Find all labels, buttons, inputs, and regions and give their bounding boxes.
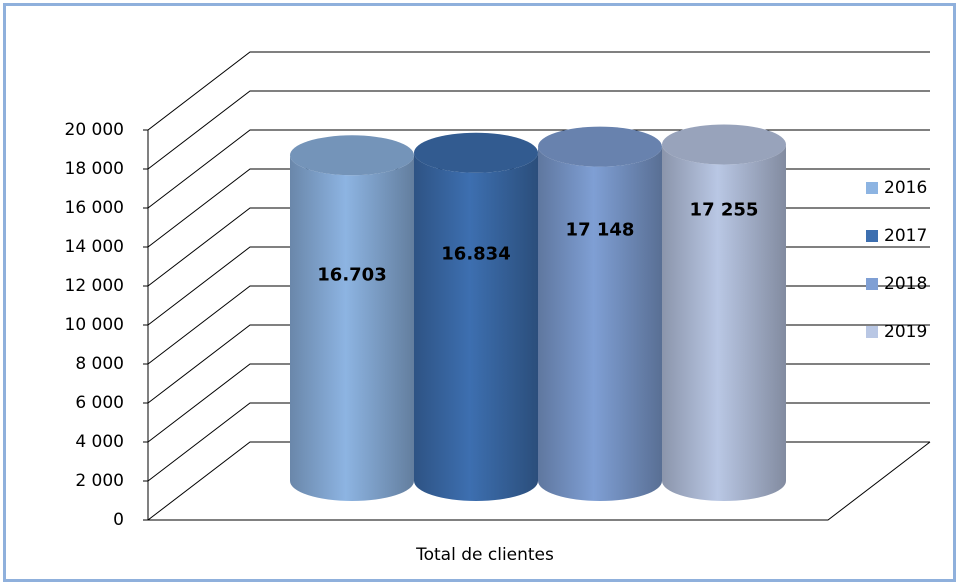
floor xyxy=(148,441,931,521)
y-tick-label: 10 000 xyxy=(65,315,124,335)
value-label: 16.834 xyxy=(441,244,510,265)
cylinder-top xyxy=(414,132,538,173)
y-tick-label: 18 000 xyxy=(65,159,124,179)
cylinder-body xyxy=(538,146,662,501)
legend-swatch xyxy=(866,278,878,290)
y-tick-label: 12 000 xyxy=(65,276,124,296)
legend-swatch xyxy=(866,326,878,338)
legend-label: 2016 xyxy=(884,178,927,198)
grid-line xyxy=(147,90,930,170)
y-tick-label: 2 000 xyxy=(75,471,124,491)
legend-label: 2017 xyxy=(884,226,927,246)
cylinder-body xyxy=(414,152,538,501)
y-tick-label: 16 000 xyxy=(65,198,124,218)
cylinder-body xyxy=(290,155,414,501)
y-tick-label: 4 000 xyxy=(75,432,124,452)
y-tick-label: 8 000 xyxy=(75,354,124,374)
legend-swatch xyxy=(866,182,878,194)
cylinder-top xyxy=(290,135,414,176)
value-label: 17 255 xyxy=(690,200,759,221)
cylinder-top xyxy=(662,124,786,165)
legend-label: 2018 xyxy=(884,274,927,294)
y-tick-label: 0 xyxy=(113,510,124,530)
y-tick-label: 6 000 xyxy=(75,393,124,413)
y-tick-label: 20 000 xyxy=(65,120,124,140)
cylinder-top xyxy=(538,126,662,167)
legend-swatch xyxy=(866,230,878,242)
legend-label: 2019 xyxy=(884,322,927,342)
grid-line xyxy=(147,51,930,131)
x-axis-label: Total de clientes xyxy=(415,545,554,565)
y-tick-label: 14 000 xyxy=(65,237,124,257)
cylinder-body xyxy=(662,144,786,501)
value-label: 17 148 xyxy=(566,220,635,241)
value-label: 16.703 xyxy=(317,264,386,285)
